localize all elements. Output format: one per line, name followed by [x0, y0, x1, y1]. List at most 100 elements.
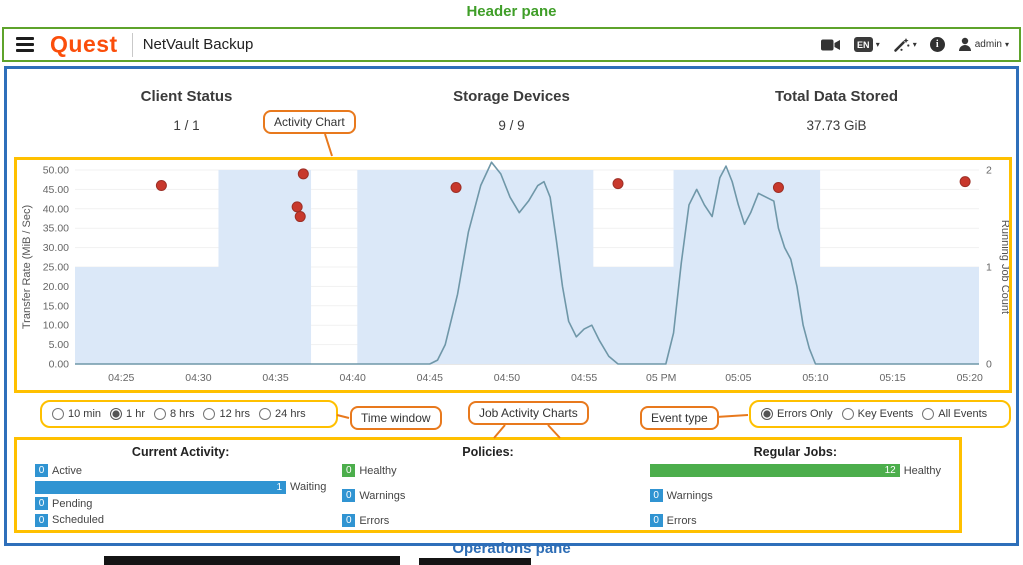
- radio-key-events[interactable]: Key Events: [841, 408, 914, 420]
- ops-bar-label: Errors: [359, 514, 390, 527]
- radio-input[interactable]: [110, 408, 123, 420]
- ops-column: Regular Jobs: 12 Healthy 0 Warnings 0 Errors: [642, 445, 949, 527]
- ops-bar-label: Active: [52, 464, 82, 477]
- radio-input[interactable]: [52, 408, 64, 420]
- activity-chart-callout: Activity Chart: [263, 110, 356, 134]
- ops-bar-label: Scheduled: [52, 514, 104, 527]
- summary-tile: Total Data Stored 37.73 GiB: [674, 88, 999, 133]
- svg-text:1: 1: [986, 262, 992, 274]
- ops-bar: 0: [342, 489, 356, 502]
- user-name-label: admin: [974, 39, 1002, 50]
- ops-bar: 1: [35, 480, 287, 494]
- hamburger-menu-icon[interactable]: [14, 35, 36, 54]
- ops-rows: 0 Healthy 0 Warnings 0 Errors: [342, 464, 633, 527]
- video-camera-icon[interactable]: [820, 38, 841, 52]
- summary-tile-label: Total Data Stored: [774, 88, 899, 105]
- radio-errors-only[interactable]: Errors Only: [761, 408, 833, 420]
- svg-text:35.00: 35.00: [43, 223, 69, 235]
- radio-input[interactable]: [154, 408, 166, 420]
- radio-8-hrs[interactable]: 8 hrs: [154, 408, 194, 420]
- radio-input[interactable]: [841, 408, 854, 420]
- radio-label: Errors Only: [777, 408, 833, 420]
- svg-text:20.00: 20.00: [43, 281, 69, 293]
- ops-bar-label: Warnings: [359, 489, 406, 502]
- ops-bar: 0: [649, 489, 663, 502]
- bottom-bar: [104, 556, 400, 565]
- language-selector[interactable]: EN ▾: [853, 37, 880, 52]
- svg-text:Transfer Rate (MiB / Sec): Transfer Rate (MiB / Sec): [21, 205, 33, 329]
- ops-bar-label: Healthy: [359, 464, 397, 477]
- summary-tile-value: 9 / 9: [498, 118, 525, 133]
- ops-bar: 0: [35, 497, 48, 511]
- svg-text:04:50: 04:50: [494, 372, 520, 384]
- quest-logo[interactable]: Quest: [50, 31, 118, 57]
- ops-column: Current Activity: 0 Active 1 Waiting 0 Pending…: [27, 445, 334, 527]
- radio-input[interactable]: [761, 408, 773, 420]
- radio-10-min[interactable]: 10 min: [52, 408, 101, 420]
- radio-input[interactable]: [259, 408, 272, 420]
- ops-bar-row: 0 Healthy: [342, 464, 633, 477]
- radio-input[interactable]: [922, 408, 935, 420]
- svg-text:04:30: 04:30: [185, 372, 211, 384]
- ops-column-title: Policies:: [462, 445, 514, 459]
- summary-tile: Client Status 1 / 1: [24, 88, 349, 133]
- svg-text:30.00: 30.00: [43, 242, 69, 254]
- chevron-down-icon: ▾: [875, 39, 880, 49]
- operations-pane: Current Activity: 0 Active 1 Waiting 0 Pending…: [14, 437, 962, 533]
- svg-text:25.00: 25.00: [43, 262, 69, 274]
- ops-bar: 0: [35, 464, 48, 477]
- summary-tile: Storage Devices 9 / 9: [349, 88, 674, 133]
- radio-12-hrs[interactable]: 12 hrs: [203, 408, 250, 420]
- summary-tile-value: 37.73 GiB: [806, 118, 867, 133]
- header-icons: EN ▾ ▾ i admin ▾: [820, 37, 1009, 53]
- radio-input[interactable]: [203, 408, 216, 420]
- ops-rows: 12 Healthy 0 Warnings 0 Errors: [649, 464, 941, 527]
- summary-stats-row: Client Status 1 / 1 Storage Devices 9 / 9 To…: [24, 88, 999, 133]
- chevron-down-icon: ▾: [1004, 39, 1009, 49]
- chevron-down-icon: ▾: [912, 39, 917, 49]
- wand-icon: [893, 37, 910, 52]
- activity-chart-panel: 50.00 45.00 40.00 35.00 30.00 25.00 20.00 15.00…: [14, 157, 1012, 393]
- ops-bar: 0: [35, 513, 48, 527]
- ops-column-title: Regular Jobs:: [753, 445, 837, 459]
- ops-bar-row: 1 Waiting: [35, 480, 327, 494]
- ops-column: Policies: 0 Healthy 0 Warnings 0 Errors: [334, 445, 641, 527]
- header-bar: Quest NetVault Backup EN ▾ ▾ i admin ▾: [2, 27, 1021, 62]
- radio-label: 8 hrs: [170, 408, 195, 420]
- svg-text:05:20: 05:20: [957, 372, 983, 384]
- wand-menu[interactable]: ▾: [893, 37, 917, 53]
- summary-tile-label: Storage Devices: [453, 88, 570, 105]
- ops-bar: 0: [342, 514, 356, 527]
- svg-text:2: 2: [986, 165, 992, 177]
- user-menu[interactable]: admin ▾: [958, 37, 1009, 52]
- summary-tile-label: Client Status: [140, 88, 233, 105]
- app-title: NetVault Backup: [142, 36, 254, 53]
- info-menu[interactable]: i: [929, 37, 945, 52]
- time-window-callout: Time window: [350, 406, 442, 430]
- svg-text:15.00: 15.00: [43, 300, 69, 312]
- radio-24-hrs[interactable]: 24 hrs: [259, 408, 306, 420]
- event-type-callout: Event type: [640, 406, 719, 430]
- svg-text:50.00: 50.00: [43, 165, 69, 177]
- ops-bar-label: Healthy: [903, 464, 941, 477]
- bottom-bar: [419, 558, 531, 565]
- ops-bar-row: 0 Errors: [649, 514, 941, 527]
- radio-label: Key Events: [857, 408, 914, 420]
- time-window-radio-group: 10 min 1 hr 8 hrs 12 hrs 24 hrs: [40, 400, 338, 428]
- header-divider: [131, 32, 133, 57]
- ops-bar-row: 0 Scheduled: [35, 513, 326, 527]
- ops-bar-row: 0 Errors: [342, 514, 633, 527]
- operations-pane-annotation: Operations pane: [452, 540, 571, 557]
- summary-tile-value: 1 / 1: [173, 118, 200, 133]
- radio-1-hr[interactable]: 1 hr: [110, 408, 145, 420]
- radio-all-events[interactable]: All Events: [922, 408, 987, 420]
- svg-text:05:15: 05:15: [879, 372, 905, 384]
- svg-text:10.00: 10.00: [43, 320, 69, 332]
- svg-text:05:10: 05:10: [802, 372, 828, 384]
- ops-bar: 12: [649, 464, 900, 477]
- ops-bar-label: Waiting: [290, 481, 327, 494]
- info-icon: i: [929, 37, 945, 52]
- ops-rows: 0 Active 1 Waiting 0 Pending 0 Scheduled: [35, 464, 326, 527]
- ops-bar-label: Warnings: [666, 489, 713, 502]
